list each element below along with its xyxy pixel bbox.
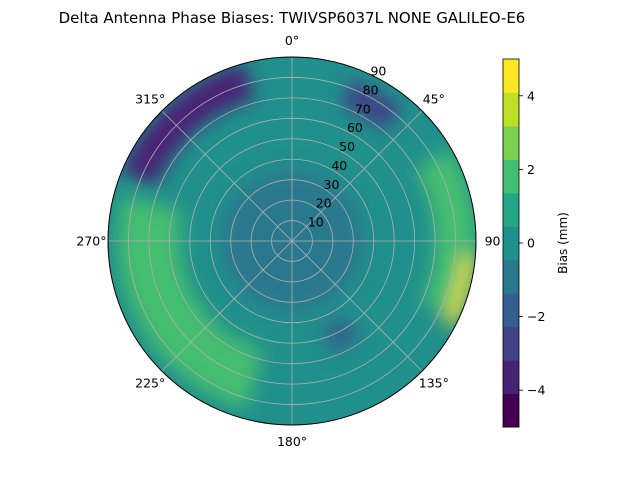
radial-tick-label: 90 [370,64,386,79]
bias-region-southeast-blue [323,316,361,353]
colorbar-tick-label: 0 [527,236,535,251]
colorbar-tick-label: 2 [527,162,535,177]
colorbar-swatch [503,360,519,395]
colorbar-swatch [503,192,519,227]
angular-tick-label: 180° [277,434,307,449]
angular-gridline [161,240,293,372]
colorbar-swatch [503,326,519,361]
angular-gridline [291,240,423,372]
radial-tick-label: 50 [339,139,355,154]
colorbar-label: Bias (mm) [556,212,570,274]
colorbar-swatch [503,92,519,127]
bias-region-west-green-band [118,196,263,409]
polar-outline [107,56,477,426]
colorbar-swatch [503,259,519,294]
radial-tick-label: 20 [316,196,332,211]
radial-tick-label: 10 [308,215,324,230]
angular-tick-label: 45° [423,92,445,107]
colorbar-swatch [503,293,519,328]
angular-tick-label: 90 [485,234,501,249]
polar-grid [107,56,477,426]
radial-tick-labels: 10 20 30 40 50 60 70 80 90 [308,64,387,230]
colorbar-tick-label: −4 [527,383,545,398]
colorbar-swatch [503,393,519,428]
colorbar-swatch [503,226,519,261]
bias-region-east-rim-yellow [443,255,476,328]
angular-tick-label: 270° [76,234,106,249]
radial-tick-label: 80 [363,82,379,97]
angular-tick-label: 225° [135,375,165,390]
radial-tick-label: 40 [331,158,347,173]
angular-tick-label: 315° [135,92,165,107]
colorbar-tick-label: 4 [527,88,535,103]
bias-region-ne-rim-blue [340,79,403,132]
angular-tick-labels: 0° 45° 90 135° 180° 225° 270° 315° [76,33,500,449]
colorbar-swatch [503,159,519,194]
colorbar: −4 −2 0 2 4 [502,58,545,428]
colorbar-swatch [503,125,519,160]
colorbar-tick-label: −2 [527,309,545,324]
chart-title: Delta Antenna Phase Biases: TWIVSP6037L … [59,9,526,27]
radial-tick-label: 60 [347,120,363,135]
angular-tick-label: 0° [285,33,299,48]
radial-tick-label: 30 [324,177,340,192]
radial-tick-label: 70 [355,101,371,116]
colorbar-swatch [503,59,519,93]
angular-tick-label: 135° [419,375,449,390]
angular-gridline [161,110,293,242]
angular-gridline [291,110,423,242]
